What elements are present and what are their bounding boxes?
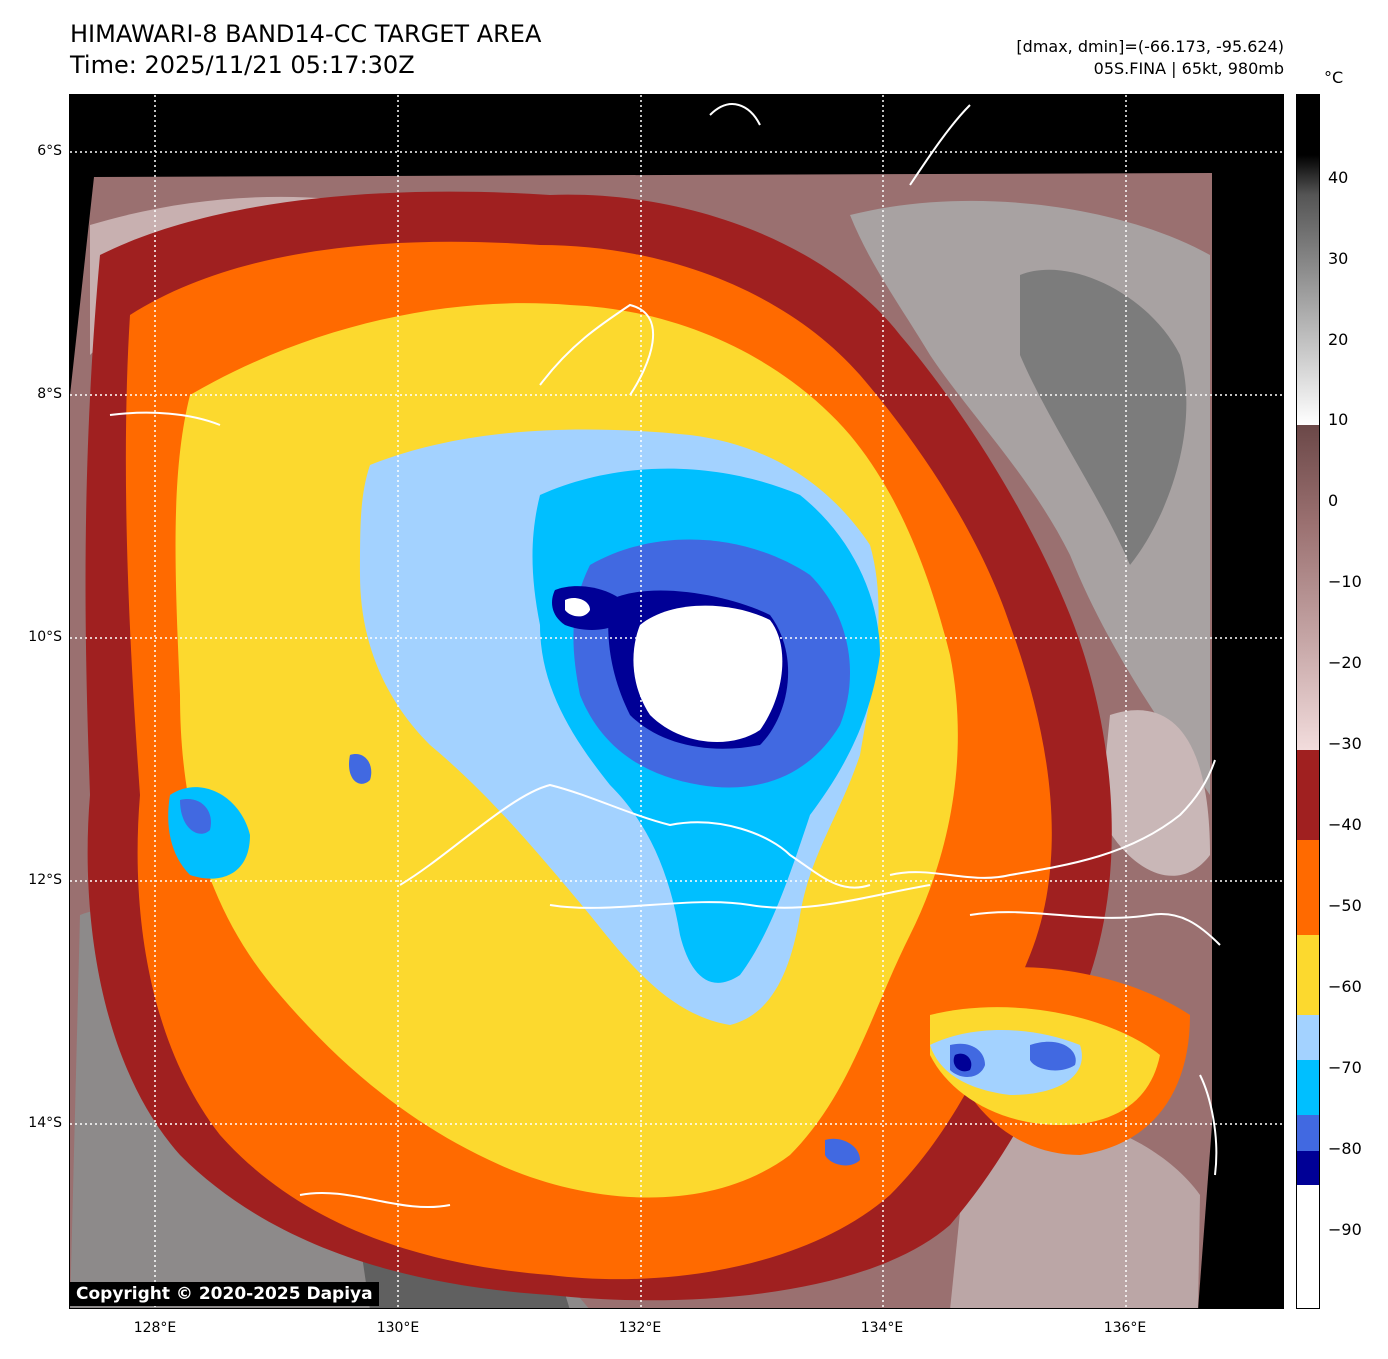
colorbar-seg-deep-sky <box>1297 1060 1319 1115</box>
data-range: [dmax, dmin]=(-66.173, -95.624) <box>1016 37 1284 56</box>
colorbar-unit: °C <box>1324 68 1344 87</box>
colorbar-seg-black <box>1297 95 1319 195</box>
lon-tick-136e: 136°E <box>1103 1320 1147 1336</box>
colorbar-label-minus10: −10 <box>1328 572 1362 591</box>
colorbar-label-minus20: −20 <box>1328 653 1362 672</box>
colorbar-label-minus90: −90 <box>1328 1220 1362 1239</box>
colorbar-label-minus70: −70 <box>1328 1058 1362 1077</box>
colorbar-label-minus50: −50 <box>1328 896 1362 915</box>
colorbar-label-40: 40 <box>1328 168 1349 187</box>
colorbar-seg-brown-pink <box>1297 425 1319 750</box>
colorbar-label-10: 10 <box>1328 410 1349 429</box>
lon-tick-128e: 128°E <box>133 1320 177 1336</box>
colorbar-seg-white <box>1297 1185 1319 1308</box>
map-time: Time: 2025/11/21 05:17:30Z <box>70 51 415 79</box>
colorbar-label-minus30: −30 <box>1328 734 1362 753</box>
colorbar-label-30: 30 <box>1328 249 1349 268</box>
colorbar-seg-royal-blue <box>1297 1115 1319 1151</box>
colorbar-label-minus60: −60 <box>1328 977 1362 996</box>
lat-tick-8s: 8°S <box>37 386 62 402</box>
lat-tick-6s: 6°S <box>37 143 62 159</box>
colorbar-seg-dark-red <box>1297 750 1319 840</box>
colorbar-seg-orange <box>1297 840 1319 935</box>
lon-tick-134e: 134°E <box>860 1320 904 1336</box>
colorbar-seg-gray <box>1297 195 1319 425</box>
satellite-map <box>69 94 1284 1309</box>
lat-tick-10s: 10°S <box>28 629 62 645</box>
colorbar-seg-light-blue <box>1297 1015 1319 1060</box>
lat-tick-12s: 12°S <box>28 872 62 888</box>
colorbar-label-0: 0 <box>1328 491 1339 510</box>
map-title: HIMAWARI-8 BAND14-CC TARGET AREA <box>70 20 542 48</box>
storm-info: 05S.FINA | 65kt, 980mb <box>1093 59 1284 78</box>
colorbar-label-minus80: −80 <box>1328 1139 1362 1158</box>
lon-tick-130e: 130°E <box>376 1320 420 1336</box>
colorbar-seg-yellow <box>1297 935 1319 1015</box>
lon-tick-132e: 132°E <box>618 1320 662 1336</box>
lat-tick-14s: 14°S <box>28 1115 62 1131</box>
colorbar-label-minus40: −40 <box>1328 815 1362 834</box>
colorbar-label-20: 20 <box>1328 330 1349 349</box>
colorbar-seg-navy <box>1297 1151 1319 1185</box>
copyright-label: Copyright © 2020-2025 Dapiya <box>70 1282 379 1306</box>
colorbar <box>1296 94 1320 1309</box>
satellite-imagery <box>70 95 1283 1308</box>
